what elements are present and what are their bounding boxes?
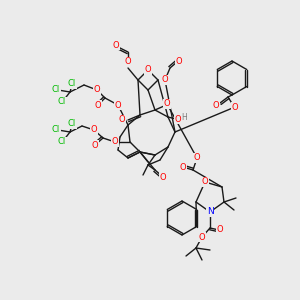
Text: O: O — [194, 154, 200, 163]
Text: O: O — [91, 125, 97, 134]
Text: O: O — [202, 178, 208, 187]
Text: Cl: Cl — [68, 119, 76, 128]
Text: O: O — [213, 100, 219, 109]
Text: O: O — [160, 172, 166, 182]
Text: O: O — [119, 116, 125, 124]
Text: O: O — [92, 140, 98, 149]
Text: O: O — [145, 65, 151, 74]
Text: O: O — [232, 103, 238, 112]
Text: Cl: Cl — [58, 137, 66, 146]
Text: H: H — [181, 112, 187, 122]
Text: O: O — [162, 76, 168, 85]
Text: N: N — [207, 208, 213, 217]
Text: O: O — [113, 40, 119, 50]
Text: Cl: Cl — [58, 98, 66, 106]
Text: O: O — [112, 137, 118, 146]
Text: O: O — [94, 85, 100, 94]
Text: Cl: Cl — [52, 85, 60, 94]
Text: Cl: Cl — [52, 125, 60, 134]
Text: O: O — [125, 58, 131, 67]
Text: O: O — [95, 100, 101, 109]
Text: O: O — [175, 115, 181, 124]
Text: O: O — [199, 232, 205, 242]
Text: O: O — [164, 100, 170, 109]
Text: Cl: Cl — [68, 80, 76, 88]
Text: O: O — [180, 163, 186, 172]
Text: O: O — [115, 100, 121, 109]
Text: O: O — [176, 56, 182, 65]
Text: O: O — [217, 226, 223, 235]
